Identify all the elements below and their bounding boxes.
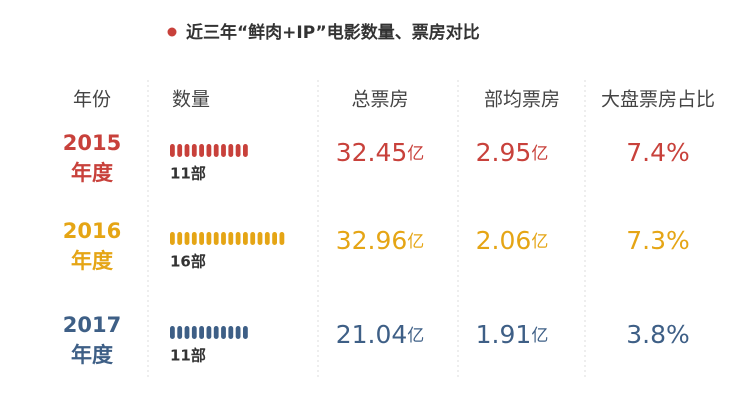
count-pill (177, 232, 183, 245)
amount: 2.06亿 (476, 226, 549, 255)
amount-value: 1.91 (476, 320, 532, 349)
count-pictogram (170, 326, 248, 339)
count-pill (235, 144, 241, 157)
year: 2016 (63, 219, 121, 243)
count-pill (213, 326, 219, 339)
amount-value: 32.45 (336, 138, 408, 167)
count-label: 11部 (170, 347, 206, 365)
count-pill (264, 232, 270, 245)
amount-value: 32.96 (336, 226, 408, 255)
count-pill (235, 326, 241, 339)
count-pill (199, 232, 204, 245)
count-pill (250, 232, 256, 245)
count-pill (199, 326, 204, 339)
count-pill (228, 232, 234, 245)
count-pill (184, 144, 190, 157)
dividers (147, 80, 586, 380)
year: 2017 (63, 313, 121, 337)
amount-unit: 亿 (407, 326, 424, 346)
amount-unit: 亿 (407, 232, 424, 252)
amount-value: 2.06 (476, 226, 532, 255)
count-label: 11部 (170, 165, 206, 183)
count-pill (243, 326, 248, 339)
amount-value: 21.04 (336, 320, 408, 349)
count-pill (221, 144, 226, 157)
count-pictogram (170, 144, 248, 157)
amount-unit: 亿 (531, 232, 548, 252)
amount-value: 2.95 (476, 138, 532, 167)
amount: 32.45亿 (336, 138, 425, 167)
count-pill (184, 232, 190, 245)
count-pill (235, 232, 241, 245)
year-suffix: 年度 (71, 249, 113, 273)
count-pill (279, 232, 285, 245)
count-pill (170, 144, 175, 157)
amount: 2.95亿 (476, 138, 549, 167)
amount: 21.04亿 (336, 320, 425, 349)
year-suffix: 年度 (71, 343, 113, 367)
count-pill (191, 326, 197, 339)
count-pill (177, 144, 183, 157)
count-pill (191, 232, 197, 245)
count-pill (213, 144, 219, 157)
count-pill (177, 326, 183, 339)
count-pill (243, 144, 248, 157)
count-pill (199, 144, 204, 157)
amount: 32.96亿 (336, 226, 425, 255)
count-pill (213, 232, 219, 245)
count-pill (170, 232, 175, 245)
count-pill (221, 326, 226, 339)
amount: 1.91亿 (476, 320, 549, 349)
share: 7.4% (626, 138, 690, 167)
column-header: 数量 (172, 89, 210, 111)
year: 2015 (63, 131, 121, 155)
count-pill (228, 144, 234, 157)
count-pill (170, 326, 175, 339)
share: 3.8% (626, 320, 690, 349)
count-pill (221, 232, 226, 245)
share: 7.3% (626, 226, 690, 255)
year-suffix: 年度 (71, 161, 113, 185)
title: 近三年“鲜肉+IP”电影数量、票房对比 (186, 22, 480, 43)
count-pill (184, 326, 190, 339)
column-header: 大盘票房占比 (601, 89, 715, 111)
title-dot (167, 27, 177, 37)
column-header: 总票房 (351, 89, 408, 111)
count-pill (206, 144, 212, 157)
count-pill (206, 326, 212, 339)
count-pill (257, 232, 263, 245)
count-pill (243, 232, 248, 245)
count-pill (272, 232, 277, 245)
column-header: 年份 (73, 89, 111, 111)
column-header: 部均票房 (484, 89, 560, 111)
amount-unit: 亿 (531, 144, 548, 164)
count-pill (206, 232, 212, 245)
count-pill (228, 326, 234, 339)
count-label: 16部 (170, 253, 206, 271)
amount-unit: 亿 (531, 326, 548, 346)
amount-unit: 亿 (407, 144, 424, 164)
count-pill (191, 144, 197, 157)
count-pictogram (170, 232, 285, 245)
